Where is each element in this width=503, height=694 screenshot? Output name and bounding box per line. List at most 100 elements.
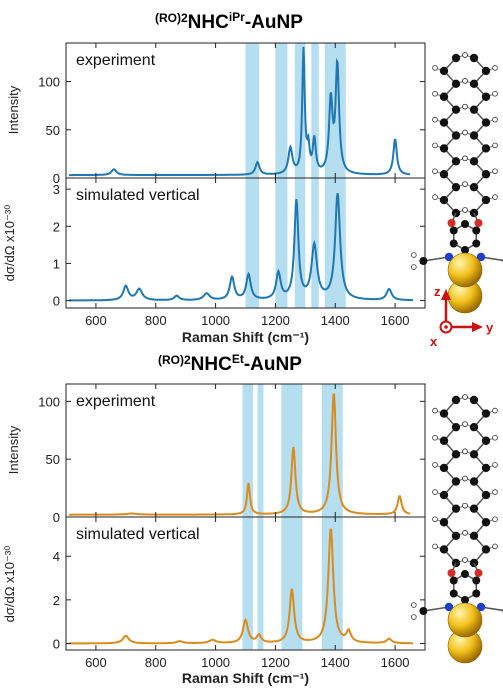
y-tick-label: 3	[53, 182, 60, 197]
y-axis-arrowhead	[472, 322, 483, 332]
carbon-atom	[419, 607, 428, 615]
nitrogen-atom	[476, 252, 486, 262]
carbon-atom	[451, 53, 461, 63]
carbon-atom	[469, 131, 479, 140]
carbon-atom	[481, 490, 491, 500]
carbon-atom	[451, 182, 461, 192]
hydrogen-atom	[462, 394, 468, 400]
y-tick-label: 2	[53, 593, 60, 608]
axes-indicator: z y x	[430, 284, 494, 349]
carbon-atom	[439, 170, 449, 179]
highlight-band	[321, 517, 343, 650]
y-tick-label: 1	[53, 256, 60, 271]
carbon-atom	[469, 477, 479, 486]
y-tick-label: 0	[53, 510, 60, 525]
hydrogen-atom	[432, 434, 438, 441]
carbon-atom	[461, 570, 469, 578]
hydrogen-atom	[492, 168, 498, 175]
oxygen-atom	[447, 569, 456, 577]
carbon-atom	[472, 239, 481, 248]
hydrogen-atom	[492, 142, 498, 149]
hydrogen-atom	[462, 103, 468, 110]
carbon-atom	[481, 118, 491, 127]
y-tick-label: 0	[53, 294, 60, 309]
nitrogen-atom	[444, 252, 454, 262]
carbon-atom	[481, 518, 491, 527]
hydrogen-atom	[492, 543, 498, 550]
gold-atom	[447, 252, 483, 288]
hydrogen-atom	[432, 142, 438, 149]
carbon-atom	[469, 182, 479, 192]
spectrum-line	[69, 393, 411, 516]
hydrogen-atom	[492, 516, 498, 523]
hydrogen-atom	[410, 252, 417, 258]
carbon-atom	[451, 422, 461, 432]
hydrogen-atom	[432, 168, 438, 175]
hydrogen-atom	[492, 90, 498, 97]
carbon-atom	[469, 395, 479, 405]
highlight-band	[275, 43, 288, 178]
y-axis-label: Intensity	[6, 85, 21, 134]
carbon-atom	[439, 118, 449, 127]
hydrogen-atom	[492, 489, 498, 495]
x-tick-label: 1200	[261, 655, 290, 670]
hydrogen-atom	[432, 116, 438, 123]
hydrogen-atom	[462, 421, 468, 427]
hydrogen-atom	[432, 65, 438, 71]
x-tick-label: 1600	[381, 655, 410, 670]
section-title-ipr: (RO)2NHCiPr-AuNP	[155, 10, 303, 33]
y-tick-label: 100	[38, 394, 60, 409]
x-tick-label: 800	[145, 313, 167, 328]
y-tick-label: 4	[53, 549, 60, 564]
hydrogen-atom	[432, 462, 438, 468]
carbon-atom	[439, 490, 449, 500]
carbon-atom	[481, 170, 491, 179]
carbon-atom	[451, 504, 461, 513]
hydrogen-atom	[410, 614, 417, 620]
carbon-atom	[481, 92, 491, 101]
y-tick-label: 0	[53, 171, 60, 186]
hydrogen-atom	[432, 90, 438, 97]
carbon-atom	[481, 436, 491, 445]
hydrogen-atom	[462, 129, 468, 136]
carbon-atom	[439, 92, 449, 101]
nitrogen-atom	[444, 602, 454, 612]
carbon-atom	[439, 66, 449, 76]
panel-1-experiment: 0 50 100 experiment Intensity	[6, 383, 426, 525]
carbon-atom	[481, 409, 491, 418]
y-axis-label: y	[486, 320, 494, 335]
gold-atom	[447, 602, 483, 638]
hydrogen-atom	[462, 557, 468, 563]
panel-0-experiment: 0 50 100 experiment Intensity	[6, 42, 426, 186]
y-tick-label: 50	[46, 123, 60, 138]
x-tick-label: 600	[85, 313, 107, 328]
hydrogen-atom	[492, 407, 498, 414]
carbon-atom	[439, 436, 449, 445]
hydrogen-atom	[462, 448, 468, 455]
carbon-atom	[481, 195, 491, 205]
y-axis-label: dσ/dΩ x10⁻³⁰	[2, 205, 17, 282]
carbon-atom	[469, 504, 479, 513]
carbon-atom	[481, 545, 491, 554]
axes-frame	[65, 177, 426, 309]
carbon-atom	[451, 157, 461, 166]
hydrogen-atom	[432, 543, 438, 550]
carbon-atom	[439, 463, 449, 473]
carbon-atom	[451, 131, 461, 140]
hydrogen-atom	[462, 52, 468, 58]
hydrogen-atom	[462, 181, 468, 187]
carbon-atom	[472, 226, 481, 235]
carbon-atom	[439, 518, 449, 527]
x-axis-label: Raman Shift (cm⁻¹)	[182, 670, 309, 686]
highlight-band	[275, 178, 288, 308]
highlight-band	[311, 43, 319, 178]
hydrogen-atom	[462, 78, 468, 84]
x-tick-label: 1000	[201, 313, 230, 328]
hydrogen-atom	[462, 530, 468, 536]
carbon-atom	[449, 576, 458, 585]
carbon-atom	[461, 220, 469, 228]
carbon-atom	[419, 257, 428, 265]
y-axis-label: dσ/dΩ x10⁻³⁰	[2, 546, 17, 623]
highlight-band	[242, 384, 253, 517]
